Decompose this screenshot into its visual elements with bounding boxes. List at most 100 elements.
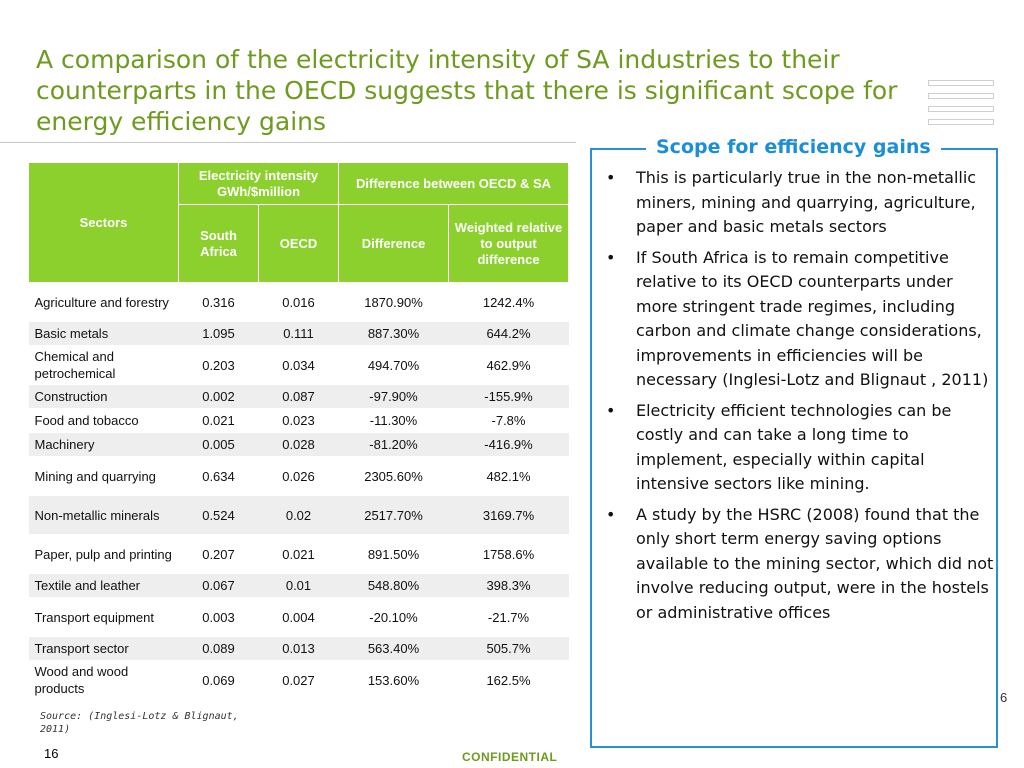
oecd-cell: 0.016 [258,282,339,322]
sector-cell: Transport sector [28,636,179,661]
difference-cell: -81.20% [338,432,449,457]
south-africa-cell: 0.003 [178,597,259,637]
header-electricity-intensity: Electricity intensity GWh/$million [178,162,339,205]
sector-cell: Mining and quarrying [28,456,179,496]
oecd-cell: 0.021 [258,534,339,574]
sector-cell: Wood and wood products [28,660,179,700]
table-row: Transport equipment 0.003 0.004 -20.10% -21.… [28,597,569,637]
table-row: Transport sector 0.089 0.013 563.40% 505.7% [28,636,569,661]
south-africa-cell: 0.203 [178,345,259,385]
table-body: Agriculture and forestry 0.316 0.016 1870.9… [28,282,569,700]
scope-box-title: Scope for efficiency gains [646,136,941,158]
oecd-cell: 0.013 [258,636,339,661]
bullet-item: Electricity efficient technologies can b… [606,399,994,497]
weighted-cell: -416.9% [448,432,569,457]
bullet-item: A study by the HSRC (2008) found that th… [606,503,994,626]
sector-cell: Non-metallic minerals [28,495,179,535]
bullet-item: This is particularly true in the non-met… [606,166,994,240]
header-south-africa: South Africa [178,204,259,283]
weighted-cell: -7.8% [448,408,569,433]
oecd-cell: 0.027 [258,660,339,700]
oecd-cell: 0.034 [258,345,339,385]
south-africa-cell: 0.069 [178,660,259,700]
south-africa-cell: 0.634 [178,456,259,496]
oecd-cell: 0.111 [258,321,339,346]
sector-cell: Agriculture and forestry [28,282,179,322]
south-africa-cell: 0.207 [178,534,259,574]
title-divider [0,142,576,143]
weighted-cell: 398.3% [448,573,569,598]
south-africa-cell: 0.316 [178,282,259,322]
oecd-cell: 0.028 [258,432,339,457]
table-row: Basic metals 1.095 0.111 887.30% 644.2% [28,321,569,346]
oecd-cell: 0.087 [258,384,339,409]
sector-cell: Construction [28,384,179,409]
electricity-intensity-table: Sectors Electricity intensity GWh/$milli… [28,162,570,700]
header-sectors: Sectors [28,162,179,283]
header-difference: Difference [338,204,449,283]
table-row: Wood and wood products 0.069 0.027 153.60% 1… [28,660,569,700]
sector-cell: Food and tobacco [28,408,179,433]
weighted-cell: 644.2% [448,321,569,346]
oecd-cell: 0.02 [258,495,339,535]
difference-cell: 2517.70% [338,495,449,535]
sector-cell: Paper, pulp and printing [28,534,179,574]
table-row: Paper, pulp and printing 0.207 0.021 891.50… [28,534,569,574]
table-row: Machinery 0.005 0.028 -81.20% -416.9% [28,432,569,457]
weighted-cell: 3169.7% [448,495,569,535]
table-row: Mining and quarrying 0.634 0.026 2305.60% 48… [28,456,569,496]
difference-cell: 494.70% [338,345,449,385]
table-row: Construction 0.002 0.087 -97.90% -155.9% [28,384,569,409]
slide-title: A comparison of the electricity intensit… [36,45,898,136]
page-number: 16 [44,746,59,761]
bullet-item: If South Africa is to remain competitive… [606,246,994,393]
confidential-label: CONFIDENTIAL [462,750,558,764]
header-difference-oecd-sa: Difference between OECD & SA [337,162,570,205]
weighted-cell: 1758.6% [448,534,569,574]
sector-cell: Basic metals [28,321,179,346]
oecd-cell: 0.01 [258,573,339,598]
sector-cell: Chemical and petrochemical [28,345,179,385]
oecd-cell: 0.026 [258,456,339,496]
header-oecd: OECD [258,204,339,283]
sector-cell: Transport equipment [28,597,179,637]
south-africa-cell: 1.095 [178,321,259,346]
south-africa-cell: 0.067 [178,573,259,598]
source-citation: Source: (Inglesi-Lotz & Blignaut, 2011) [40,711,239,735]
header-weighted: Weighted relative to output difference [447,204,570,283]
side-number: 6 [1000,690,1008,705]
difference-cell: 1870.90% [338,282,449,322]
sector-cell: Textile and leather [28,573,179,598]
scope-bullets: This is particularly true in the non-met… [606,166,994,631]
table-row: Non-metallic minerals 0.524 0.02 2517.70% 31… [28,495,569,535]
weighted-cell: -21.7% [448,597,569,637]
south-africa-cell: 0.021 [178,408,259,433]
difference-cell: 887.30% [338,321,449,346]
difference-cell: 548.80% [338,573,449,598]
weighted-cell: 462.9% [448,345,569,385]
table-row: Agriculture and forestry 0.316 0.016 1870.9… [28,282,569,322]
difference-cell: 153.60% [338,660,449,700]
difference-cell: -20.10% [338,597,449,637]
weighted-cell: 482.1% [448,456,569,496]
weighted-cell: 1242.4% [448,282,569,322]
oecd-cell: 0.023 [258,408,339,433]
oecd-cell: 0.004 [258,597,339,637]
south-africa-cell: 0.089 [178,636,259,661]
south-africa-cell: 0.002 [178,384,259,409]
difference-cell: 891.50% [338,534,449,574]
difference-cell: 2305.60% [338,456,449,496]
table-row: Chemical and petrochemical 0.203 0.034 494.… [28,345,569,385]
weighted-cell: 505.7% [448,636,569,661]
weighted-cell: -155.9% [448,384,569,409]
table-row: Textile and leather 0.067 0.01 548.80% 398.3… [28,573,569,598]
sector-cell: Machinery [28,432,179,457]
difference-cell: -11.30% [338,408,449,433]
south-africa-cell: 0.005 [178,432,259,457]
weighted-cell: 162.5% [448,660,569,700]
south-africa-cell: 0.524 [178,495,259,535]
table-row: Food and tobacco 0.021 0.023 -11.30% -7.8% [28,408,569,433]
difference-cell: -97.90% [338,384,449,409]
decorative-lines [928,80,994,132]
difference-cell: 563.40% [338,636,449,661]
